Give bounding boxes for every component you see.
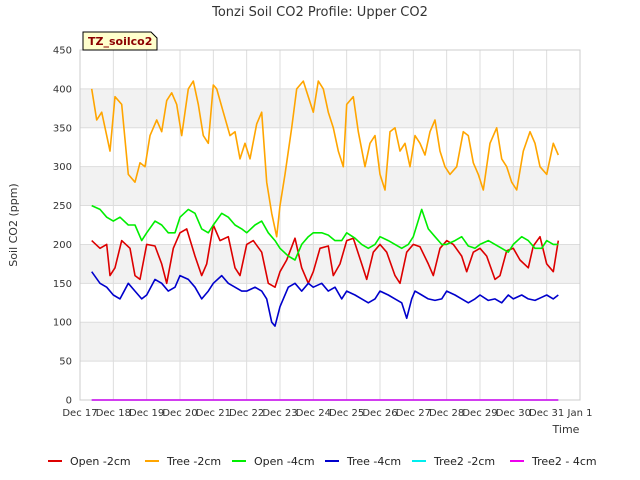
x-tick-label: Dec 29: [462, 408, 497, 419]
y-tick-label: 400: [53, 84, 72, 95]
series-line: [91, 271, 559, 327]
legend-label: Open -2cm: [70, 455, 131, 468]
x-tick-label: Dec 19: [129, 408, 164, 419]
plot-band: [80, 166, 580, 206]
plot-band: [80, 322, 580, 362]
series-line: [91, 224, 560, 289]
x-tick-label: Dec 26: [362, 408, 397, 419]
x-tick-label: Dec 20: [162, 408, 197, 419]
x-tick-label: Dec 22: [229, 408, 264, 419]
series-line: [90, 80, 560, 238]
legend-label: Tree -2cm: [166, 455, 221, 468]
chart-title: Tonzi Soil CO2 Profile: Upper CO2: [211, 5, 428, 20]
y-tick-label: 50: [59, 357, 72, 368]
legend-label: Tree -4cm: [346, 455, 401, 468]
y-tick-label: 250: [53, 201, 72, 212]
y-tick-labels: 0 50 100 150 200 250 300 350 400 450: [53, 46, 72, 407]
badge-box: [82, 31, 158, 51]
x-tick-label: Dec 27: [396, 408, 431, 419]
x-tick-label: Dec 30: [496, 408, 531, 419]
x-tick-label: Dec 31: [529, 408, 564, 419]
series-line: [91, 204, 559, 261]
legend: Open -2cm Tree -2cm Open -4cm Tree -4cm Tree…: [48, 455, 597, 468]
x-tick-label: Dec 28: [429, 408, 464, 419]
legend-label: Tree2 - 4cm: [531, 455, 597, 468]
badge: TZ_soilco2: [82, 31, 158, 51]
y-tick-label: 450: [53, 46, 72, 57]
y-tick-label: 300: [53, 162, 72, 173]
plot-band: [80, 244, 580, 284]
x-tick-label: Dec 24: [296, 408, 331, 419]
y-tick-label: 0: [66, 396, 72, 407]
y-tick-label: 100: [53, 318, 72, 329]
y-axis-title: Soil CO2 (ppm): [7, 183, 20, 266]
x-axis-title: Time: [552, 423, 580, 436]
x-tick-label: Dec 23: [262, 408, 297, 419]
y-tick-label: 200: [53, 240, 72, 251]
y-tick-label: 350: [53, 123, 72, 134]
series-lines: [90, 80, 560, 401]
legend-label: Tree2 -2cm: [433, 455, 495, 468]
x-tick-label: Dec 21: [196, 408, 231, 419]
badge-label: TZ_soilco2: [88, 35, 152, 48]
legend-label: Open -4cm: [254, 455, 315, 468]
x-tick-label: Dec 25: [329, 408, 364, 419]
y-tick-label: 150: [53, 279, 72, 290]
x-tick-label: Dec 18: [96, 408, 131, 419]
x-tick-label: Jan 1: [567, 408, 593, 419]
x-tick-label: Dec 17: [62, 408, 97, 419]
